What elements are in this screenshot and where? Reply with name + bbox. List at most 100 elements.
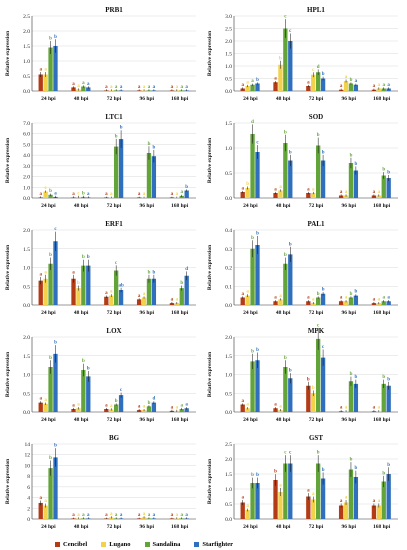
bar-sandalina	[250, 248, 255, 305]
significance-letter: a	[110, 404, 113, 409]
significance-letter: a	[373, 499, 376, 504]
legend-item-sandalina: Sandalina	[144, 541, 180, 548]
x-tick-label: 96 hpi	[342, 310, 357, 316]
significance-letter: b	[284, 253, 287, 258]
bar-cencibel	[273, 82, 278, 91]
significance-letter: a	[143, 192, 146, 197]
bar-sandalina	[48, 47, 53, 91]
chart-title: PRB1	[105, 6, 123, 14]
significance-letter: a	[279, 483, 282, 488]
significance-letter: d	[317, 65, 320, 70]
bar-starfighter	[288, 463, 293, 519]
x-tick-label: 168 hpi	[373, 524, 391, 530]
significance-letter: a	[241, 292, 244, 297]
significance-letter: a	[87, 82, 90, 87]
x-tick-label: 24 hpi	[243, 310, 258, 316]
x-tick-label: 48 hpi	[276, 310, 291, 316]
bar-lugano	[43, 403, 48, 412]
y-tick-label: 12	[25, 453, 31, 459]
significance-letter: a	[246, 504, 249, 509]
chart-title: PAL1	[308, 220, 325, 228]
significance-letter: c	[115, 261, 118, 266]
bar-starfighter	[386, 474, 391, 519]
significance-letter: b	[77, 281, 80, 286]
significance-letter: a	[345, 75, 348, 80]
significance-letter: a	[148, 513, 151, 518]
bar-sandalina	[250, 483, 255, 519]
significance-letter: a	[39, 272, 42, 277]
bar-starfighter	[255, 83, 260, 91]
significance-letter: a	[176, 513, 179, 518]
y-axis-label: Relative expression	[5, 459, 11, 504]
y-tick-label: 0.0	[225, 517, 232, 523]
significance-letter: a	[378, 190, 381, 195]
bar-sandalina	[250, 361, 255, 412]
y-tick-label: 1.5	[23, 44, 30, 50]
bar-lugano	[245, 295, 250, 305]
x-tick-label: 168 hpi	[373, 203, 391, 209]
significance-letter: b	[279, 56, 282, 61]
bar-starfighter	[353, 295, 359, 305]
significance-letter: a	[82, 513, 85, 518]
bar-cencibel	[38, 502, 43, 519]
bar-cencibel	[240, 297, 245, 305]
x-tick-label: 96 hpi	[342, 203, 357, 209]
y-tick-label: 2.0	[23, 228, 30, 234]
bar-sandalina	[179, 288, 184, 305]
bar-starfighter	[53, 457, 58, 519]
bar-lugano	[343, 81, 349, 91]
significance-letter: b	[49, 356, 52, 361]
significance-letter: b	[185, 185, 188, 190]
significance-letter: b	[120, 126, 123, 131]
significance-letter: a	[307, 187, 310, 192]
significance-letter: a	[176, 298, 179, 303]
x-tick-label: 168 hpi	[171, 417, 189, 423]
y-tick-label: 2.5	[23, 14, 30, 20]
y-axis-label: Relative expression	[5, 31, 11, 76]
bar-sandalina	[348, 381, 354, 412]
chart-title: LTC1	[105, 113, 123, 121]
y-tick-label: 0.3	[225, 247, 232, 253]
y-tick-label: 0.5	[23, 391, 30, 397]
bar-cencibel	[240, 88, 245, 91]
x-tick-label: 168 hpi	[171, 203, 189, 209]
significance-letter: a	[39, 496, 42, 501]
significance-letter: a	[241, 83, 244, 88]
bar-starfighter	[386, 178, 391, 198]
significance-letter: a	[279, 185, 282, 190]
y-tick-label: 1.5	[23, 354, 30, 360]
bar-sandalina	[316, 145, 321, 198]
bar-starfighter	[288, 41, 293, 91]
significance-letter: a	[143, 292, 146, 297]
significance-letter: a	[246, 80, 249, 85]
significance-letter: b	[284, 130, 287, 135]
bar-lugano	[245, 188, 250, 198]
bar-lugano	[43, 74, 48, 91]
bar-sandalina	[348, 83, 354, 91]
bar-sandalina	[48, 194, 53, 198]
significance-letter: a	[87, 192, 90, 197]
bar-lugano	[245, 86, 250, 91]
x-tick-label: 168 hpi	[171, 96, 189, 102]
significance-letter: b	[246, 182, 249, 187]
significance-letter: b	[87, 255, 90, 260]
bar-sandalina	[48, 263, 53, 305]
significance-letter: b	[354, 375, 357, 380]
significance-letter: a	[176, 405, 179, 410]
significance-letter: a	[138, 85, 141, 90]
x-tick-label: 96 hpi	[140, 96, 155, 102]
significance-letter: a	[54, 191, 57, 196]
x-tick-label: 96 hpi	[140, 417, 155, 423]
significance-letter: c	[322, 345, 325, 350]
significance-letter: b	[115, 134, 118, 139]
y-tick-label: 0.4	[225, 228, 232, 234]
significance-letter: a	[72, 82, 75, 87]
significance-letter: b	[322, 468, 325, 473]
significance-letter: a	[44, 68, 47, 73]
bar-cencibel	[240, 502, 245, 519]
significance-letter: b	[354, 466, 357, 471]
significance-letter: a	[143, 85, 146, 90]
y-tick-label: 3.0	[225, 14, 232, 20]
y-tick-label: 7.0	[23, 121, 30, 127]
significance-letter: ab	[118, 283, 124, 288]
